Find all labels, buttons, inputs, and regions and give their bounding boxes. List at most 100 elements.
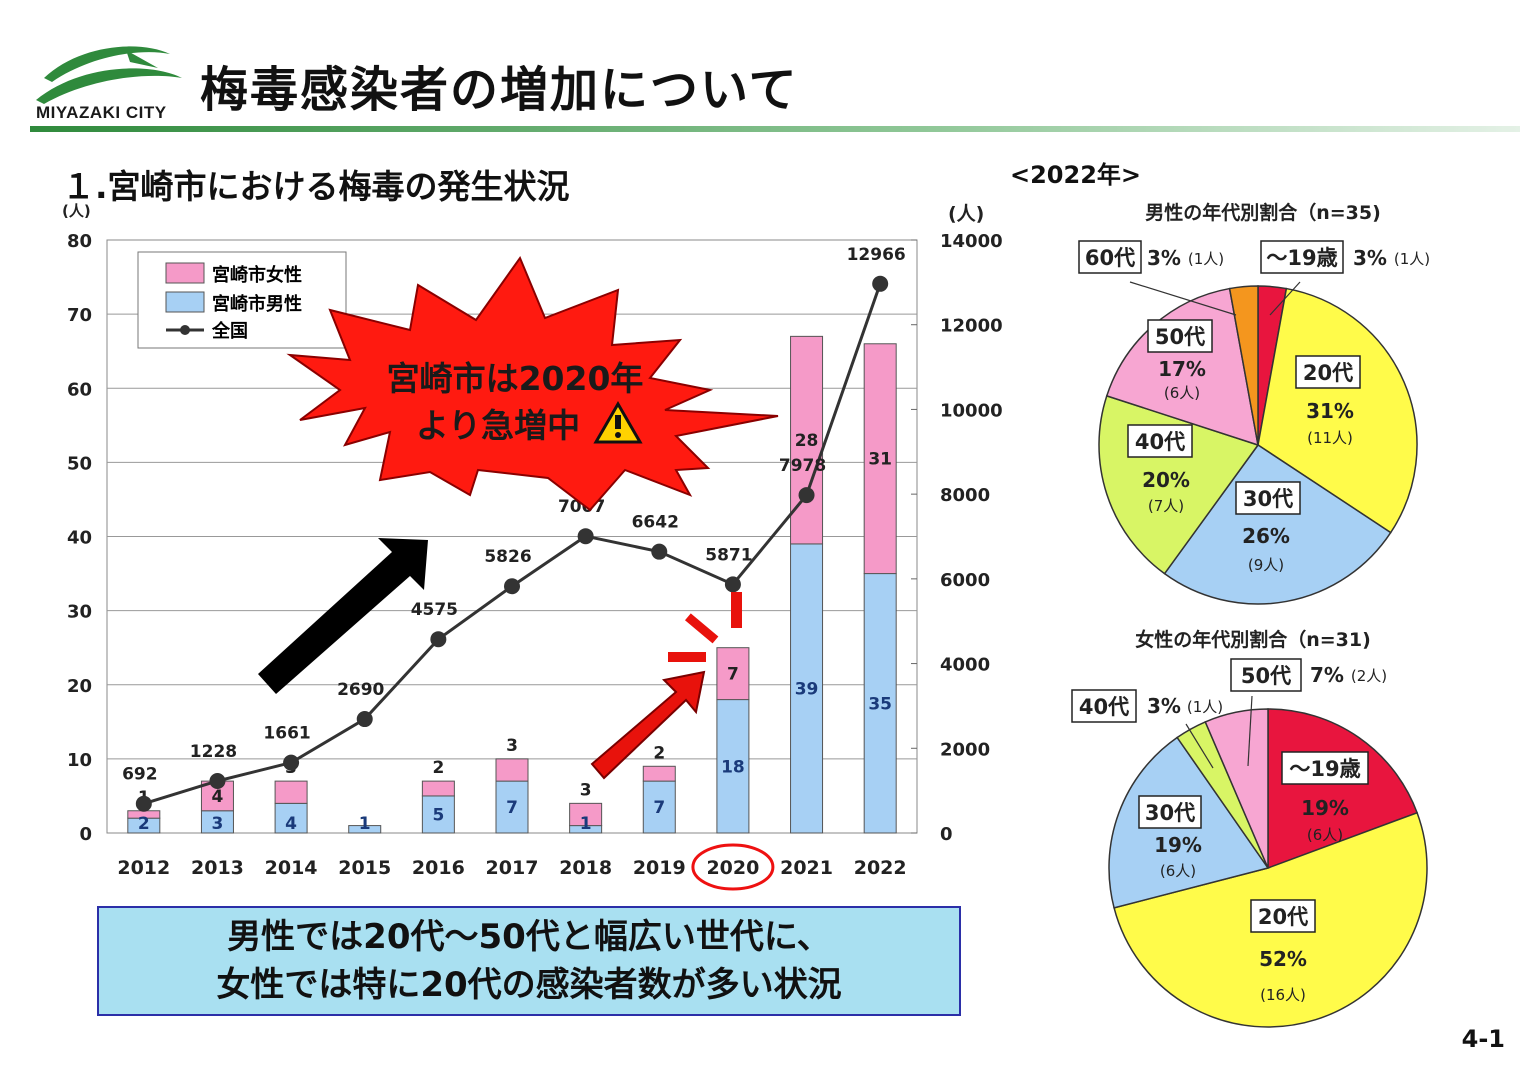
- callout-burst: [286, 255, 779, 512]
- pie-label-box: [1138, 795, 1202, 829]
- line-point-national: [724, 576, 741, 593]
- y-left-tick-label: 60: [67, 379, 92, 400]
- pie-label-box: [1071, 689, 1137, 723]
- bar-female-value: 2: [653, 743, 665, 763]
- pie-label-box: [1235, 481, 1301, 515]
- bar-male-value: 1: [580, 814, 592, 834]
- section-title: １.宮崎市における梅毒の発生状況: [62, 167, 570, 206]
- x-tick-label: 2017: [486, 857, 539, 879]
- bar-male-value: 35: [868, 694, 892, 714]
- pie-slice-label: 50代: [1155, 325, 1205, 349]
- x-tick-label: 2018: [559, 857, 612, 879]
- summary-line-2: 女性では特に20代の感染者数が多い状況: [216, 965, 842, 1005]
- legend-swatch-female: [165, 262, 205, 284]
- pie-slice-count: (11人): [1307, 429, 1353, 447]
- y-left-unit: (人): [62, 202, 91, 220]
- pie-slice: [1228, 285, 1259, 446]
- pie-label-box: [1127, 424, 1193, 458]
- y-right-tick-label: 8000: [940, 485, 990, 506]
- pie-slice-count: (1人): [1188, 250, 1224, 268]
- line-point-national: [356, 711, 373, 728]
- bar-female: [863, 343, 897, 575]
- trend-arrow-black: [258, 538, 428, 694]
- callout-line-2: より急増中: [416, 406, 580, 445]
- x-tick-label: 2014: [265, 857, 318, 879]
- pie-slice-pct: 3%: [1147, 694, 1181, 718]
- bar-female-value: 7: [727, 665, 739, 685]
- y-left-tick-label: 40: [67, 528, 92, 549]
- bar-male: [642, 780, 676, 834]
- pie-slice-label: 50代: [1241, 664, 1291, 688]
- line-value-label: 7978: [779, 456, 826, 476]
- x-tick-label: 2015: [338, 857, 391, 879]
- line-value-label: 4575: [411, 600, 458, 620]
- pie-slice-count: (6人): [1307, 826, 1343, 844]
- line-value-label: 1228: [190, 742, 237, 762]
- bar-male-value: 4: [285, 814, 297, 834]
- x-tick-label: 2020: [706, 857, 759, 879]
- y-left-tick-label: 30: [67, 602, 92, 623]
- summary-box: 男性では20代～50代と幅広い世代に、 女性では特に20代の感染者数が多い状況: [97, 906, 961, 1016]
- pie-title: 女性の年代別割合（n=31): [1135, 628, 1371, 651]
- highlight-2020-circle: [691, 843, 775, 891]
- pie-slice-count: (6人): [1164, 384, 1200, 402]
- y-left-tick-label: 10: [67, 750, 92, 771]
- summary-line-1: 男性では20代～50代と幅広い世代に、: [227, 917, 831, 957]
- line-point-national: [504, 578, 520, 595]
- bar-female-value: 3: [506, 736, 518, 756]
- pie-leader-line: [1247, 695, 1253, 767]
- line-point-national: [798, 487, 815, 504]
- pie-slice-pct: 3%: [1353, 246, 1387, 270]
- y-left-tick-label: 20: [67, 676, 92, 697]
- callout-line-1: 宮崎市は2020年: [387, 359, 644, 398]
- pie-slice-label: 40代: [1079, 695, 1129, 719]
- line-value-label: 12966: [847, 245, 906, 265]
- pie-leader-line: [1269, 281, 1301, 316]
- line-point-national: [577, 528, 594, 545]
- pie-label-box: [1230, 658, 1302, 692]
- bar-female: [421, 780, 455, 797]
- pie-title: 男性の年代別割合（n=35): [1145, 201, 1381, 224]
- pie-slice-count: (16人): [1260, 986, 1306, 1004]
- y-left-tick-label: 70: [67, 305, 92, 326]
- legend-marker-national: [180, 325, 190, 335]
- pie-slice: [1257, 287, 1418, 534]
- line-point-national: [135, 795, 152, 812]
- bar-male: [716, 699, 750, 834]
- emphasis-mark: [731, 592, 742, 628]
- warning-icon-stroke: [615, 415, 621, 429]
- x-tick-label: 2016: [412, 857, 465, 879]
- y-left-tick-label: 80: [67, 231, 92, 252]
- pie-slice-pct: 52%: [1259, 947, 1307, 971]
- bar-female: [569, 802, 603, 827]
- pie-slice-label: ～19歳: [1266, 246, 1337, 270]
- line-value-label: 5826: [484, 547, 531, 567]
- pie-slice-pct: 19%: [1154, 833, 1202, 857]
- bar-female: [495, 758, 529, 782]
- line-value-label: 692: [122, 765, 158, 785]
- legend-swatch-male: [165, 291, 205, 313]
- pie-slice: [1204, 708, 1269, 869]
- pie-slice-pct: 7%: [1310, 663, 1344, 687]
- emphasis-mark: [684, 613, 719, 644]
- pie-slice-label: 20代: [1258, 905, 1308, 929]
- pie-slice: [1267, 708, 1419, 870]
- line-value-label: 6642: [632, 513, 679, 533]
- bar-male-value: 18: [721, 757, 745, 777]
- x-tick-label: 2012: [117, 857, 170, 879]
- y-right-tick-label: 4000: [940, 655, 990, 676]
- pie-label-box: [1078, 240, 1142, 274]
- line-point-national: [651, 543, 668, 560]
- bar-male-value: 7: [506, 798, 518, 818]
- pie-year-label: <2022年>: [1010, 161, 1142, 189]
- x-tick-label: 2021: [780, 857, 833, 879]
- x-tick-label: 2019: [633, 857, 686, 879]
- pie-slice-count: (6人): [1160, 862, 1196, 880]
- pie-slice-count: (9人): [1248, 556, 1284, 574]
- pie-slice-label: 20代: [1303, 361, 1353, 385]
- x-tick-label: 2013: [191, 857, 244, 879]
- pie-leader-line: [1129, 281, 1237, 316]
- bar-female: [716, 647, 750, 701]
- line-point-national: [283, 754, 300, 771]
